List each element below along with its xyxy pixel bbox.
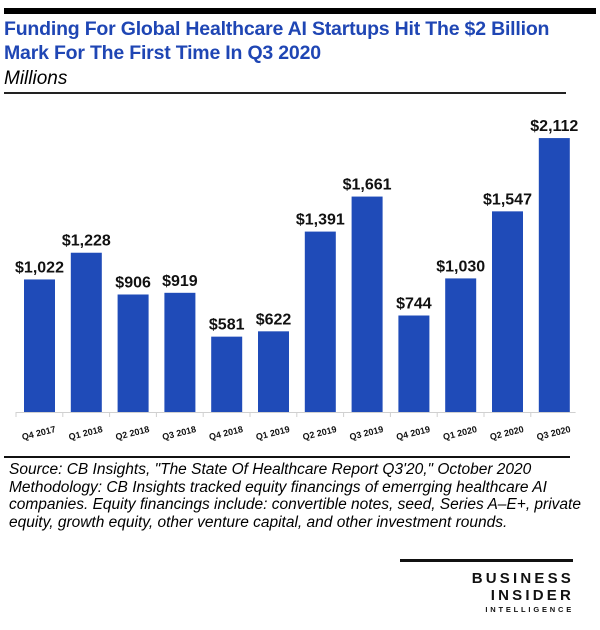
logo-rule [400,559,573,562]
chart-subtitle: Millions [4,68,68,89]
header-divider [4,92,566,94]
bar-q3-2020 [538,138,570,412]
data-label: $906 [115,274,151,291]
top-rule [4,8,596,14]
data-label: $2,112 [530,118,578,135]
data-label: $919 [162,273,198,290]
bar-q3-2019 [351,196,383,412]
footer-divider [4,456,570,458]
x-tick-label: Q2 2019 [302,424,338,442]
bar-q2-2019 [304,231,336,412]
chart-notes: Source: CB Insights, "The State Of Healt… [9,461,594,531]
x-tick-label: Q1 2018 [68,424,104,442]
x-tick-label: Q4 2019 [395,424,431,442]
data-label: $744 [396,296,432,313]
x-tick-label: Q3 2020 [536,424,572,442]
bar-q1-2019 [258,331,289,412]
x-tick-label: Q4 2017 [21,424,57,442]
logo-line-business: BUSINESS [471,570,574,587]
chart-title: Funding For Global Healthcare AI Startup… [4,18,550,64]
bar-chart: $1,022 Q4 2017 $1,228 Q1 2018 $906 Q2 2018 $91… [15,118,578,442]
x-tick-label: Q1 2019 [255,424,291,442]
data-label: $622 [256,311,292,328]
data-label: $1,022 [15,259,64,276]
bar-q2-2018 [117,294,149,412]
x-tick-label: Q2 2020 [489,424,525,442]
methodology-note: Methodology: CB Insights tracked equity … [9,478,581,531]
bar-q2-2020 [492,211,523,412]
data-label: $1,030 [436,258,485,275]
data-label: $1,228 [62,233,111,250]
x-tick-label: Q3 2018 [161,424,197,442]
data-label: $1,391 [296,212,345,229]
data-label: $581 [209,317,245,334]
logo-line-insider: INSIDER [490,587,574,604]
x-tick-label: Q3 2019 [348,424,384,442]
bar-q3-2018 [164,292,196,412]
x-tick-label: Q2 2018 [114,424,150,442]
x-tick-label: Q4 2018 [208,424,244,442]
bar-q1-2020 [445,278,477,412]
logo-line-intelligence: INTELLIGENCE [485,605,574,614]
data-label: $1,661 [343,177,392,194]
bar-q4-2017 [24,279,55,412]
bar-q1-2018 [70,252,102,412]
x-tick-label: Q1 2020 [442,424,478,442]
data-label: $1,547 [483,191,532,208]
source-note: Source: CB Insights, "The State Of Healt… [9,461,532,478]
business-insider-intelligence-logo: BUSINESS INSIDER INTELLIGENCE [472,570,574,616]
bar-q4-2019 [398,315,430,412]
bar-q4-2018 [211,336,243,412]
